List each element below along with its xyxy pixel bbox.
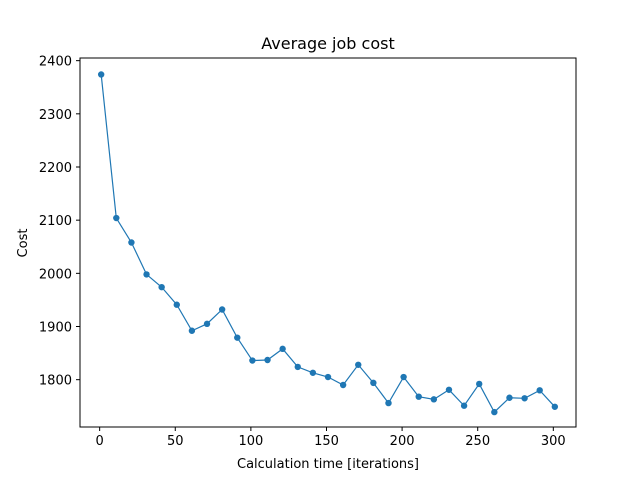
data-point	[476, 380, 483, 388]
data-point	[218, 306, 226, 313]
data-point	[551, 403, 559, 410]
y-tick-label: 1900	[39, 321, 72, 336]
plot-area	[97, 71, 559, 416]
series-line	[100, 74, 556, 414]
data-point	[309, 369, 317, 376]
data-point	[370, 379, 377, 387]
y-tick-label: 1800	[39, 374, 72, 389]
data-point	[279, 345, 286, 353]
axes-frame	[79, 57, 577, 428]
x-tick-label: 200	[390, 434, 415, 449]
x-tick-label: 0	[96, 434, 104, 449]
data-point	[521, 395, 528, 402]
x-tick-label: 150	[314, 434, 339, 449]
y-tick-label: 2200	[39, 161, 72, 176]
data-point	[324, 373, 332, 381]
data-point	[158, 283, 165, 291]
data-point	[355, 361, 362, 368]
data-point	[445, 386, 453, 393]
y-tick-label: 2400	[39, 55, 72, 70]
data-point	[415, 393, 422, 400]
data-point	[113, 214, 120, 222]
x-tick-label: 100	[238, 434, 263, 449]
data-point	[188, 327, 196, 334]
x-tick-label: 250	[465, 434, 490, 449]
data-point	[491, 408, 498, 416]
x-tick-label: 300	[541, 434, 566, 449]
data-point	[234, 334, 241, 341]
data-point	[536, 387, 543, 394]
data-point	[203, 320, 211, 328]
x-tick-label: 50	[167, 434, 184, 449]
data-point	[400, 373, 407, 381]
data-point	[385, 399, 392, 407]
data-point	[460, 402, 468, 409]
data-point	[430, 396, 438, 403]
y-tick-label: 2100	[39, 214, 72, 229]
data-point	[294, 363, 301, 371]
data-point	[128, 239, 135, 246]
y-axis-label: Cost	[16, 229, 31, 258]
y-tick-label: 2300	[39, 108, 72, 123]
data-point	[264, 356, 271, 364]
chart-title: Average job cost	[261, 34, 394, 53]
data-point	[143, 271, 150, 278]
data-point	[249, 357, 256, 364]
data-point	[97, 71, 105, 78]
y-tick-label: 2000	[39, 267, 72, 282]
x-axis-label: Calculation time [iterations]	[237, 457, 419, 472]
y-axis-ticks: 1800 1900 2000 2100 2200 2300 2400	[39, 55, 80, 389]
data-point	[339, 381, 347, 389]
data-point	[506, 394, 513, 401]
x-axis-ticks: 0 50 100 150 200 250 300	[96, 427, 566, 449]
data-point	[173, 301, 180, 308]
